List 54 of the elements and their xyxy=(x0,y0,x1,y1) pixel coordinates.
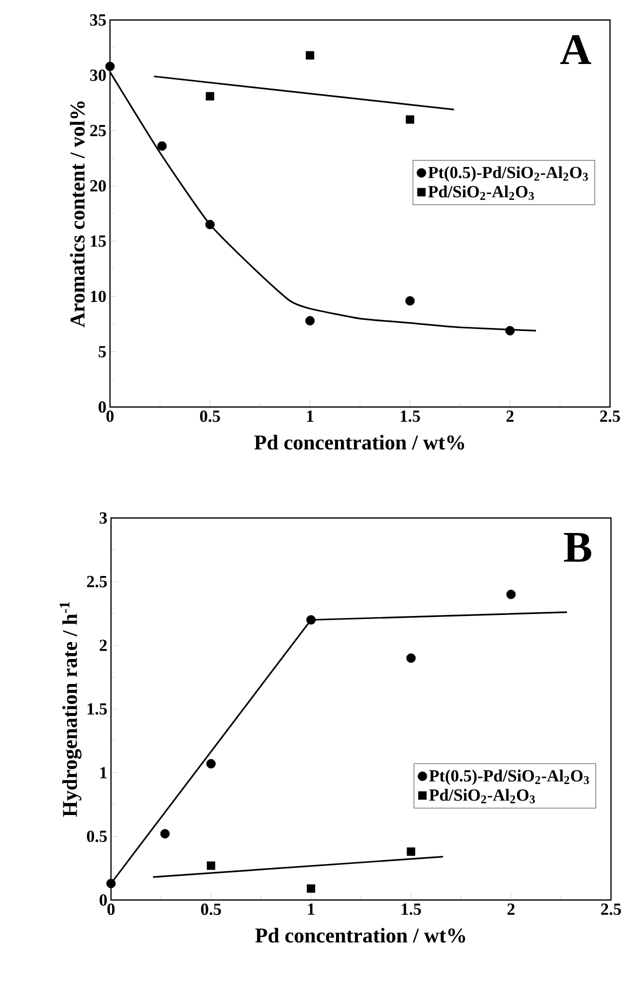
y-tick-label: 0 xyxy=(98,401,106,413)
point xyxy=(105,62,115,72)
point xyxy=(206,92,214,100)
x-tick-label: 2.5 xyxy=(601,904,621,915)
x-tick-label: 1.5 xyxy=(402,904,421,915)
legend-label: Pt(0.5)-Pd/SiO$_{2}$-Al$_{2}$O$_{3}$ xyxy=(429,770,589,786)
x-tick-label: 0.5 xyxy=(200,410,220,422)
point xyxy=(205,220,215,230)
point xyxy=(506,590,516,600)
y-tick-label: 30 xyxy=(90,70,106,81)
x-tick-label: 1.5 xyxy=(400,410,420,422)
y-tick-label: 2 xyxy=(100,640,107,651)
point xyxy=(405,296,415,306)
x-axis-title: Pd concentration / wt% xyxy=(255,928,466,943)
point xyxy=(306,51,314,60)
point xyxy=(306,884,316,893)
x-tick-label: 2 xyxy=(507,904,515,915)
x-tick-label: 2.5 xyxy=(600,410,620,422)
y-tick-label: 15 xyxy=(90,235,106,247)
x-tick-label: 2 xyxy=(506,410,514,422)
y-tick-label: 1 xyxy=(100,767,107,778)
x-axis-title: Pd concentration / wt% xyxy=(254,434,464,450)
y-tick-label: 10 xyxy=(90,290,106,302)
x-tick-label: 0 xyxy=(107,904,115,915)
legend-label: Pt(0.5)-Pd/SiO$_{2}$-Al$_{2}$O$_{3}$ xyxy=(428,166,588,182)
y-tick-label: 0 xyxy=(100,894,107,906)
point xyxy=(206,759,216,768)
y-tick-label: 3 xyxy=(100,512,107,524)
point xyxy=(406,115,414,124)
point xyxy=(406,653,416,663)
x-tick-label: 0.5 xyxy=(201,904,221,916)
y-tick-label: 35 xyxy=(90,14,106,26)
x-tick-label: 1 xyxy=(308,904,314,915)
point xyxy=(157,141,167,151)
annotation: A xyxy=(560,35,592,64)
y-tick-label: 0.5 xyxy=(86,830,107,842)
y-tick-label: 5 xyxy=(98,346,106,358)
y-axis-title: Hydrogenation rate / h$^{-1}$ xyxy=(60,602,82,817)
y-tick-label: 20 xyxy=(90,180,106,192)
point xyxy=(160,829,170,838)
point xyxy=(206,861,216,870)
point xyxy=(305,316,315,326)
y-tick-label: 25 xyxy=(90,124,106,136)
y-tick-label: 2.5 xyxy=(87,576,107,588)
point xyxy=(406,847,416,856)
legend-label: Pd/SiO$_{2}$-Al$_{2}$O$_{3}$ xyxy=(428,186,534,200)
x-tick-label: 1 xyxy=(307,410,314,422)
point xyxy=(505,326,515,336)
annotation: B xyxy=(564,532,592,562)
point xyxy=(106,878,116,888)
legend-label: Pd/SiO$_{2}$-Al$_{2}$O$_{3}$ xyxy=(429,788,535,804)
y-tick-label: 1.5 xyxy=(88,703,107,715)
y-axis-title: Aromatics content / vol% xyxy=(70,101,85,328)
point xyxy=(306,615,316,625)
